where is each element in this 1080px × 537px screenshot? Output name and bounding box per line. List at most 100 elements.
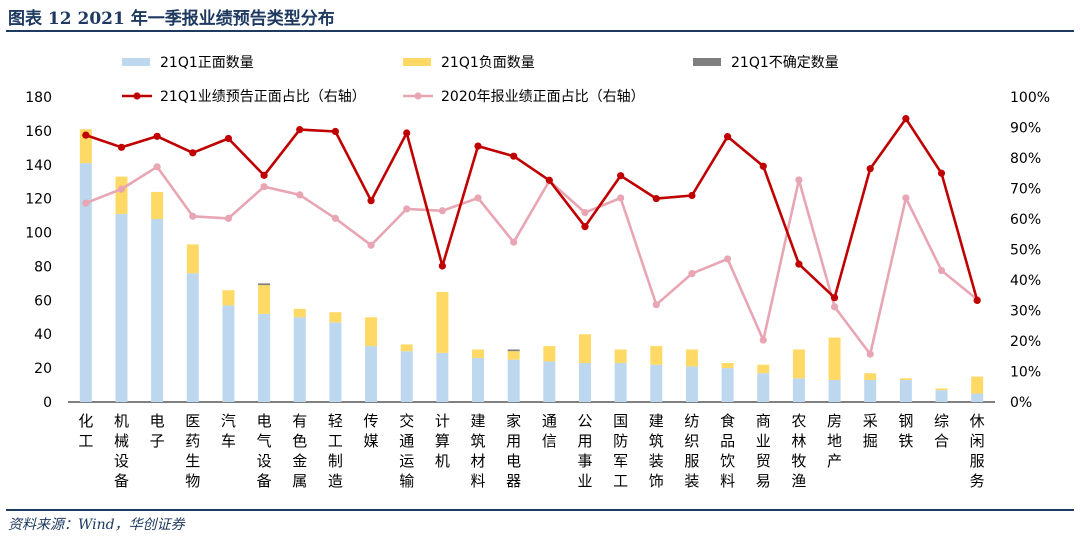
x-tick-label: 交: [399, 412, 414, 430]
y2-tick-label: 100%: [1010, 90, 1050, 106]
x-tick-label: 建: [471, 412, 486, 430]
y2-tick-label: 70%: [1010, 182, 1041, 198]
x-tick-label: 工: [613, 472, 628, 490]
bar-segment: [614, 363, 627, 402]
x-tick-label: 织: [684, 432, 699, 450]
series-point: [117, 143, 126, 151]
series-point: [438, 262, 446, 270]
x-tick-label: 汽: [221, 412, 236, 430]
x-tick-label: 业: [756, 432, 771, 450]
figure-title: 图表 12 2021 年一季报业绩预告类型分布: [8, 9, 335, 29]
bar-segment: [507, 359, 520, 402]
x-tick-label: 电: [257, 412, 272, 430]
series-point: [617, 172, 625, 180]
y2-tick-label: 80%: [1010, 151, 1041, 167]
series-point: [866, 165, 874, 173]
series-point: [153, 132, 161, 140]
bar-segment: [792, 349, 805, 379]
x-tick-label: 电: [150, 412, 165, 430]
y-tick-label: 60: [34, 293, 52, 309]
series-point: [652, 301, 660, 309]
legend-label: 21Q1不确定数量: [731, 55, 839, 71]
series-point: [153, 163, 161, 171]
series-point: [902, 115, 910, 123]
y2-tick-label: 30%: [1010, 304, 1041, 320]
bar-segment: [115, 176, 128, 214]
legend-label: 2020年报业绩正面占比（右轴）: [441, 89, 645, 105]
x-tick-label: 事: [577, 452, 592, 470]
bar-segment: [828, 379, 841, 402]
series-point: [224, 214, 233, 222]
bar-segment: [899, 378, 912, 380]
bar-segment: [79, 129, 92, 164]
bar-segment: [365, 346, 378, 402]
bar-segment: [792, 378, 805, 402]
bar-segment: [293, 317, 306, 402]
bar-segment: [258, 313, 271, 402]
bar-segment: [436, 291, 449, 353]
x-tick-label: 算: [435, 432, 450, 450]
series-point: [296, 126, 304, 134]
series-point: [296, 191, 304, 199]
x-tick-label: 备: [114, 472, 129, 490]
bar-segment: [650, 364, 663, 402]
series-point: [795, 260, 803, 268]
bar-segment: [828, 337, 841, 380]
bar-segment: [293, 308, 306, 318]
x-tick-label: 建: [649, 412, 664, 430]
series-point: [403, 129, 411, 137]
x-tick-label: 饮: [720, 452, 735, 470]
x-tick-label: 造: [328, 472, 343, 490]
bar-segment: [186, 273, 199, 402]
x-tick-label: 牧: [791, 452, 806, 470]
x-tick-label: 输: [399, 472, 414, 490]
x-tick-label: 装: [684, 472, 699, 490]
series-point: [82, 131, 90, 139]
series-point: [260, 171, 268, 179]
legend-swatch-marker: [133, 92, 141, 100]
y2-tick-label: 20%: [1010, 334, 1041, 350]
bar-segment: [222, 305, 235, 402]
y-tick-label: 40: [34, 327, 52, 343]
x-tick-label: 用: [506, 432, 521, 450]
x-tick-label: 运: [399, 452, 414, 470]
bar-segment: [151, 191, 164, 219]
x-tick-label: 服: [684, 452, 699, 470]
bar-segment: [864, 373, 877, 380]
series-point: [759, 336, 767, 344]
series-point: [474, 194, 482, 202]
x-tick-label: 媒: [364, 432, 379, 450]
x-tick-label: 机: [114, 412, 129, 430]
bar-segment: [151, 219, 164, 402]
bar-segment: [935, 388, 948, 391]
series-point: [545, 176, 553, 184]
x-tick-label: 传: [364, 412, 379, 430]
series-point: [581, 223, 589, 231]
x-tick-label: 子: [150, 432, 165, 450]
bar-segment: [757, 373, 770, 402]
bar-segment: [935, 390, 948, 402]
x-tick-label: 化: [78, 412, 93, 430]
x-tick-label: 务: [970, 472, 985, 490]
series-point: [117, 185, 126, 193]
series-point: [438, 207, 446, 215]
x-tick-label: 设: [257, 452, 272, 470]
y-tick-label: 0: [43, 395, 52, 411]
bar-segment: [971, 376, 984, 394]
bar-segment: [685, 366, 698, 402]
x-tick-label: 料: [720, 472, 735, 490]
series-point: [474, 142, 482, 150]
x-tick-label: 材: [471, 452, 486, 470]
x-tick-label: 食: [720, 412, 735, 430]
x-tick-label: 器: [506, 472, 521, 490]
bar-segment: [543, 346, 556, 362]
series-point: [331, 214, 340, 222]
series-point: [759, 162, 767, 170]
series-point: [82, 199, 90, 207]
bar-segment: [472, 349, 485, 358]
series-line: [85, 165, 979, 356]
chart: 0 20 40 60 80 100 120 140 160 180 0% 10% 20% 30% 40% 50…: [25, 55, 1050, 490]
x-tick-label: 料: [471, 472, 486, 490]
x-tick-label: 服: [970, 452, 985, 470]
bar-segment: [543, 361, 556, 402]
